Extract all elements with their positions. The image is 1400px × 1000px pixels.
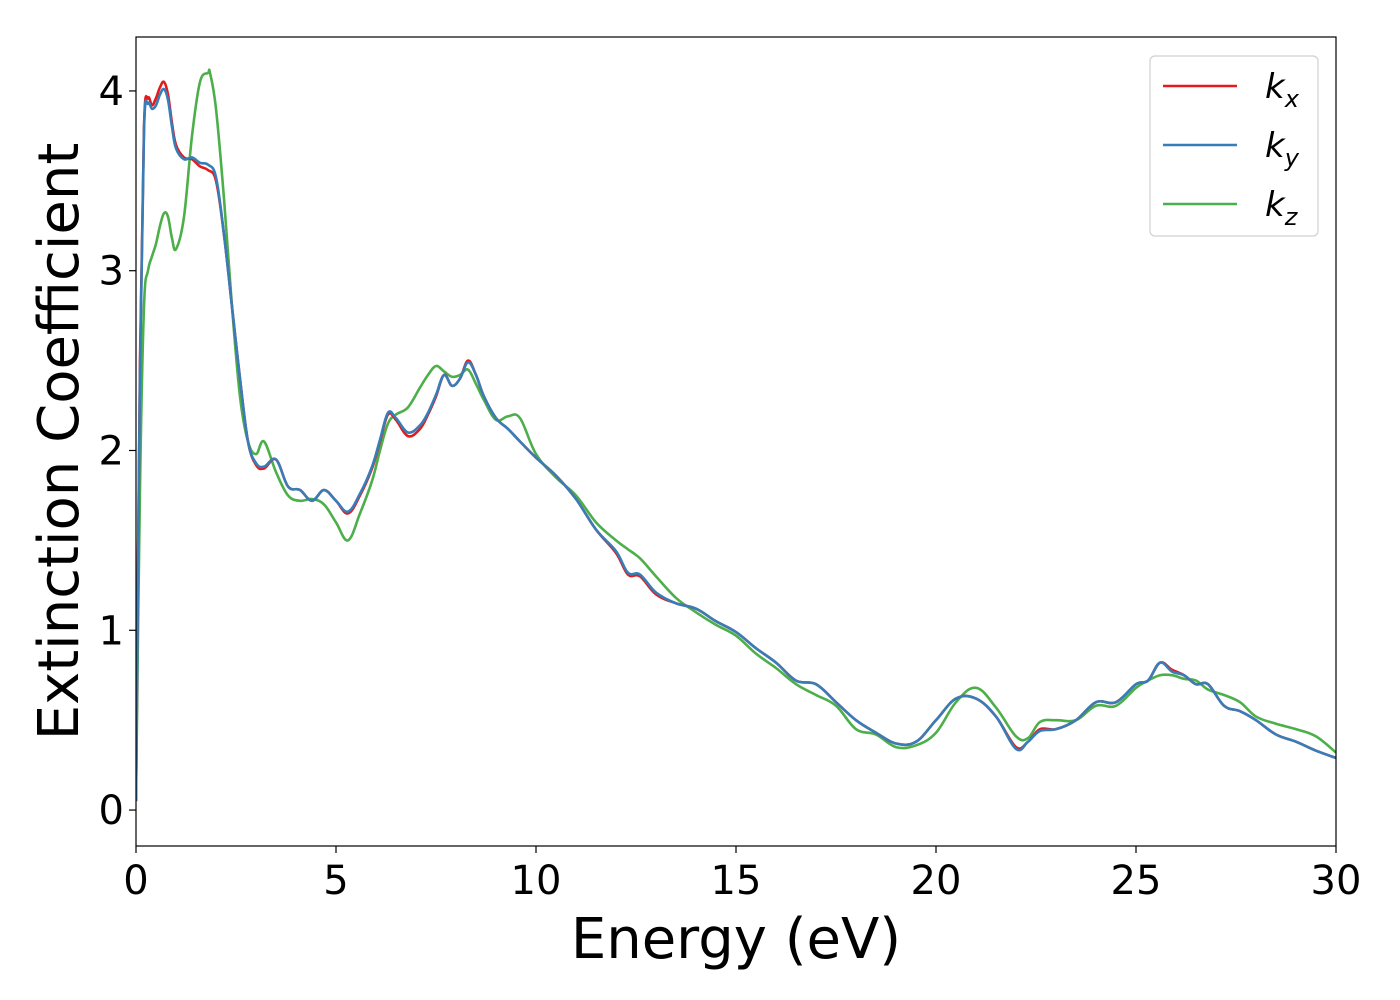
- y-axis: 0 1 2 3 4: [99, 69, 136, 834]
- series-line-ky: [136, 87, 1336, 802]
- x-tick-label: 30: [1311, 858, 1362, 904]
- y-tick-label: 4: [99, 69, 124, 115]
- y-tick-label: 2: [99, 428, 124, 474]
- y-tick-label: 3: [99, 249, 124, 295]
- y-tick-label: 1: [99, 608, 124, 654]
- x-axis: 0 5 10 15 20 25 30: [123, 846, 1361, 904]
- y-tick-label: 0: [99, 788, 124, 834]
- x-tick-label: 20: [911, 858, 962, 904]
- x-tick-label: 5: [323, 858, 348, 904]
- x-tick-label: 25: [1111, 858, 1162, 904]
- x-tick-label: 15: [711, 858, 762, 904]
- x-axis-label: Energy (eV): [571, 907, 901, 972]
- x-tick-label: 10: [511, 858, 562, 904]
- series-layer: [136, 68, 1336, 802]
- legend-entry: kx: [1265, 67, 1300, 113]
- y-axis-label: Extinction Coefficient: [27, 143, 92, 741]
- legend-entry: ky: [1265, 126, 1300, 172]
- x-tick-label: 0: [123, 858, 148, 904]
